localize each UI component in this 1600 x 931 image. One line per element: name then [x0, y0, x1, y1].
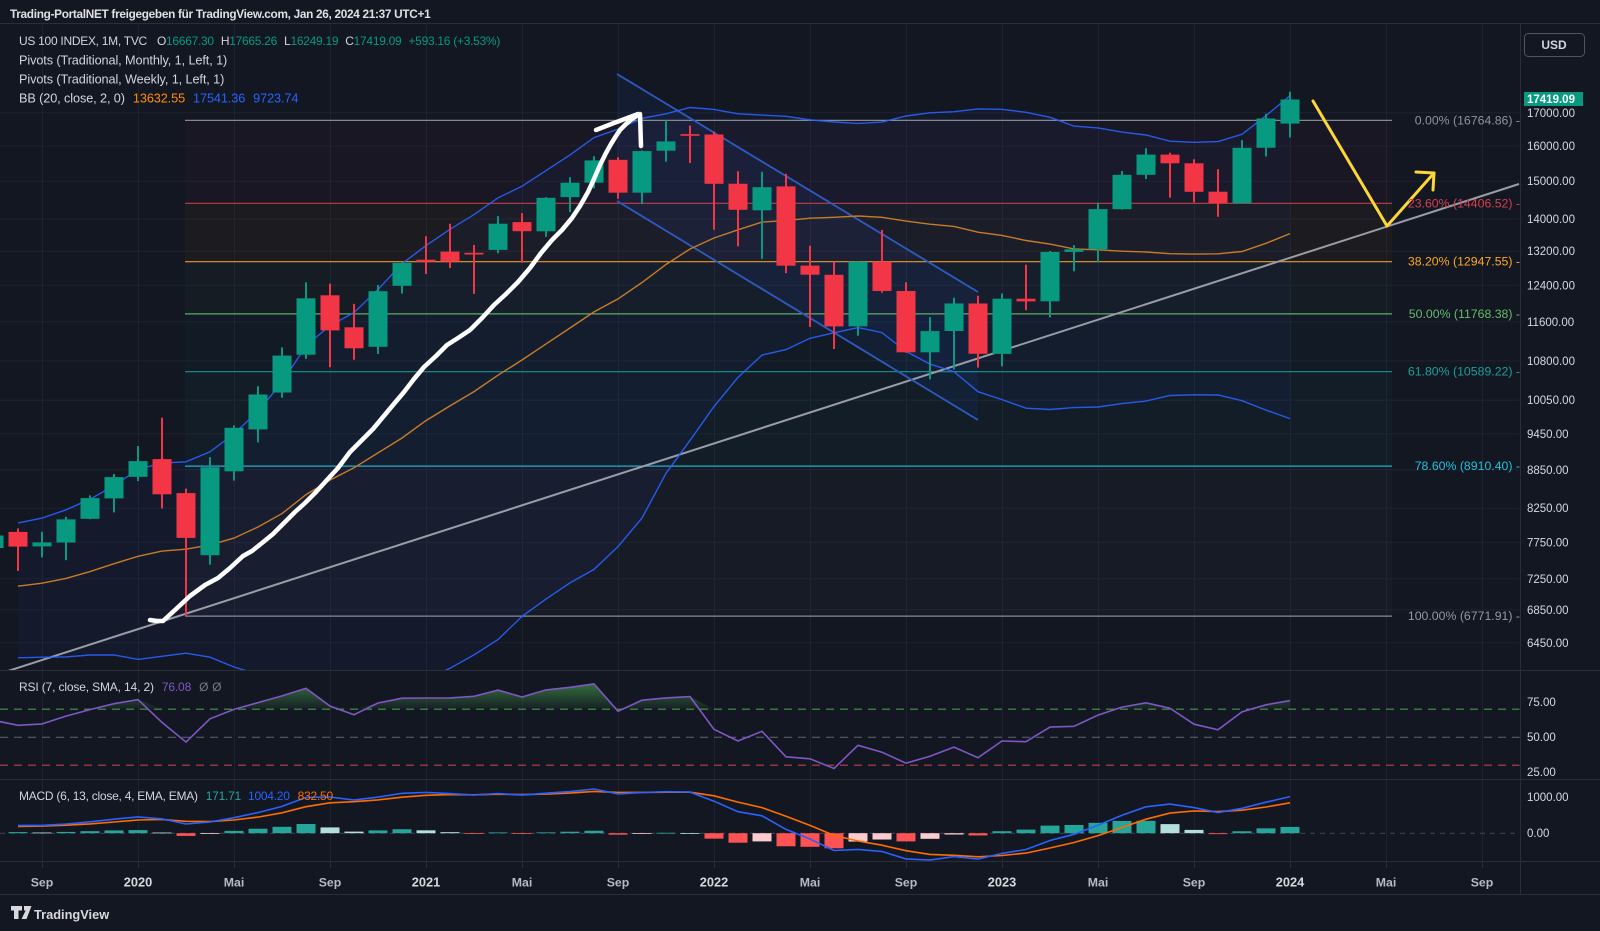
svg-text:2020: 2020 — [124, 875, 152, 890]
svg-text:75.00: 75.00 — [1527, 697, 1556, 709]
svg-text:Pivots (Traditional, Monthly,: Pivots (Traditional, Monthly, 1, Left, 1… — [19, 54, 227, 68]
svg-text:1000.00: 1000.00 — [1527, 792, 1569, 804]
svg-text:38.20% (12947.55) -: 38.20% (12947.55) - — [1408, 255, 1520, 269]
svg-text:61.80% (10589.22) -: 61.80% (10589.22) - — [1408, 365, 1520, 379]
svg-text:Sep: Sep — [1183, 876, 1206, 890]
svg-text:RSI (7, close, SMA, 14, 2)76.0: RSI (7, close, SMA, 14, 2) 76.08 Ø Ø — [19, 680, 221, 694]
svg-text:Sep: Sep — [895, 876, 918, 890]
svg-text:50.00% (11768.38) -: 50.00% (11768.38) - — [1409, 307, 1520, 321]
svg-text:Mai: Mai — [512, 876, 533, 890]
svg-text:17000.00: 17000.00 — [1527, 108, 1575, 120]
svg-text:10050.00: 10050.00 — [1527, 395, 1575, 407]
svg-text:6850.00: 6850.00 — [1527, 605, 1569, 617]
svg-text:Mai: Mai — [1376, 876, 1397, 890]
svg-text:TradingView: TradingView — [34, 907, 109, 922]
svg-text:11600.00: 11600.00 — [1527, 317, 1574, 329]
svg-text:7750.00: 7750.00 — [1527, 537, 1569, 549]
svg-text:16000.00: 16000.00 — [1527, 141, 1575, 153]
svg-text:6450.00: 6450.00 — [1527, 638, 1569, 650]
svg-text:Sep: Sep — [1471, 876, 1494, 890]
svg-text:23.60% (14406.52) -: 23.60% (14406.52) - — [1408, 196, 1520, 210]
svg-text:Sep: Sep — [31, 876, 54, 890]
svg-text:Trading-PortalNET freigegeben: Trading-PortalNET freigegeben für Tradin… — [10, 7, 431, 21]
svg-text:50.00: 50.00 — [1527, 732, 1556, 744]
svg-text:2023: 2023 — [988, 875, 1016, 890]
svg-text:8250.00: 8250.00 — [1527, 503, 1569, 515]
svg-text:7250.00: 7250.00 — [1527, 574, 1569, 586]
svg-text:10800.00: 10800.00 — [1527, 356, 1575, 368]
svg-text:MACD (6, 13, close, 4, EMA, EM: MACD (6, 13, close, 4, EMA, EMA) 171.71 10… — [19, 789, 333, 803]
svg-text:8850.00: 8850.00 — [1527, 465, 1569, 477]
svg-text:2022: 2022 — [700, 875, 728, 890]
svg-text:Pivots (Traditional, Weekly, 1: Pivots (Traditional, Weekly, 1, Left, 1) — [19, 73, 224, 87]
svg-text:2024: 2024 — [1276, 875, 1305, 890]
svg-text:USD: USD — [1541, 38, 1567, 52]
svg-text:78.60% (8910.40) -: 78.60% (8910.40) - — [1415, 459, 1520, 473]
svg-text:Mai: Mai — [1088, 876, 1109, 890]
svg-text:0.00% (16764.86) -: 0.00% (16764.86) - — [1415, 113, 1520, 127]
svg-text:2021: 2021 — [412, 875, 440, 890]
svg-text:Sep: Sep — [607, 876, 630, 890]
svg-text:9450.00: 9450.00 — [1527, 429, 1569, 441]
svg-text:25.00: 25.00 — [1527, 767, 1556, 779]
svg-text:12400.00: 12400.00 — [1527, 280, 1575, 292]
svg-text:0.00: 0.00 — [1527, 828, 1549, 840]
svg-text:Mai: Mai — [224, 876, 245, 890]
svg-text:Mai: Mai — [800, 876, 821, 890]
svg-text:15000.00: 15000.00 — [1527, 176, 1575, 188]
svg-text:Sep: Sep — [319, 876, 342, 890]
svg-text:13200.00: 13200.00 — [1527, 246, 1575, 258]
svg-text:100.00% (6771.91) -: 100.00% (6771.91) - — [1408, 609, 1520, 623]
svg-text:17419.09: 17419.09 — [1527, 94, 1575, 106]
svg-text:14000.00: 14000.00 — [1527, 214, 1575, 226]
